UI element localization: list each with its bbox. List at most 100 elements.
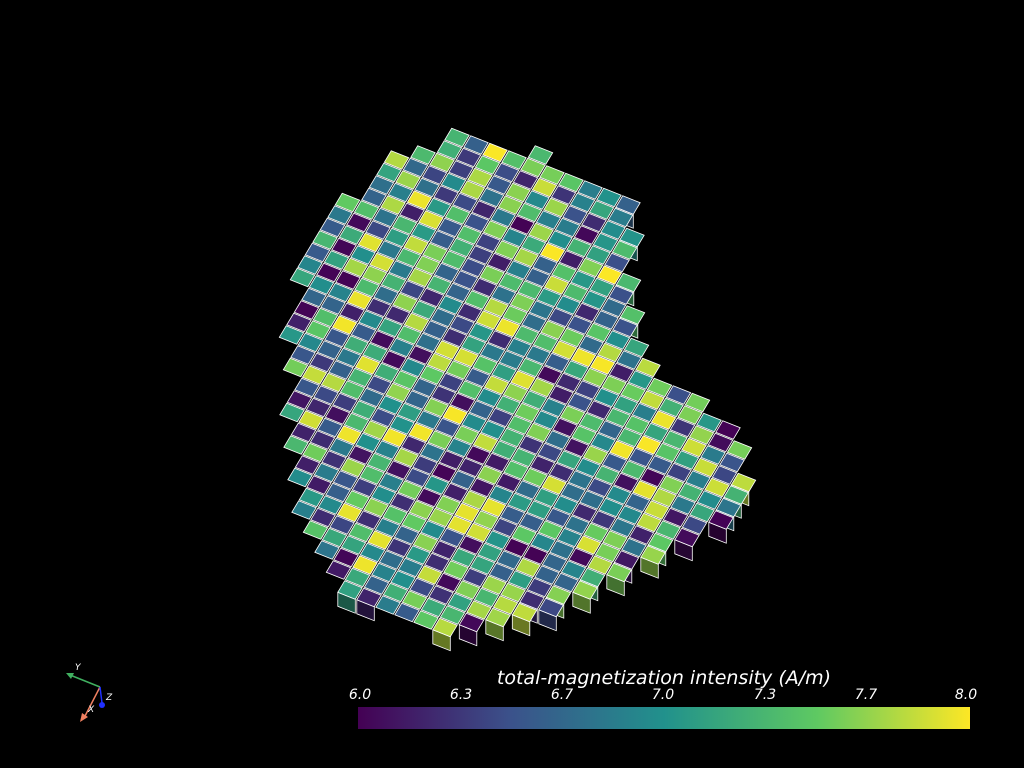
voxel-face <box>723 485 749 505</box>
voxel-face <box>387 182 414 203</box>
voxel-face <box>575 535 602 555</box>
voxel-face <box>571 502 598 523</box>
voxel-face <box>719 452 745 473</box>
voxel-face <box>577 180 603 200</box>
voxel-face <box>361 187 387 208</box>
voxel-face <box>593 387 620 408</box>
voxel-face <box>494 317 521 338</box>
voxel-face <box>574 302 600 323</box>
voxel-face <box>560 560 587 580</box>
voxel-face <box>324 405 351 425</box>
voxel-face <box>324 327 350 348</box>
voxel-face <box>430 385 457 405</box>
voxel-face <box>475 232 501 253</box>
voxel-face <box>509 215 535 235</box>
z-axis-arrowhead <box>99 702 105 708</box>
voxel-face <box>692 457 719 478</box>
voxel-face <box>536 287 562 308</box>
voxel-face <box>488 485 514 505</box>
voxel-face <box>458 612 485 633</box>
voxel-face <box>495 395 521 415</box>
voxel-face <box>286 390 313 410</box>
voxel-face <box>666 462 692 483</box>
voxel-face <box>598 497 624 518</box>
voxel-face <box>454 580 481 600</box>
voxel-face <box>399 280 426 300</box>
voxel-face <box>601 375 627 395</box>
voxel-face <box>473 587 500 608</box>
voxel-face <box>325 560 352 580</box>
voxel-face <box>585 322 612 343</box>
voxel-face <box>444 205 471 225</box>
voxel-face <box>455 147 482 168</box>
voxel-face <box>385 460 412 480</box>
voxel-face <box>467 245 494 265</box>
voxel-face <box>588 200 615 220</box>
voxel-face <box>403 235 429 255</box>
voxel-face <box>543 197 569 218</box>
voxel-face <box>526 500 552 520</box>
voxel-face <box>519 590 545 610</box>
voxel-face <box>507 570 534 590</box>
voxel-face <box>394 602 420 623</box>
voxel-face <box>548 385 574 405</box>
voxel-face <box>308 275 335 295</box>
voxel-face <box>581 290 608 310</box>
voxel-face <box>421 165 448 185</box>
voxel-face <box>463 135 489 155</box>
voxel-face <box>533 487 560 508</box>
voxel-face <box>527 145 554 165</box>
voxel-face <box>294 377 320 398</box>
voxel-face <box>422 320 449 340</box>
voxel-face <box>587 555 613 575</box>
voxel-face <box>616 350 642 370</box>
voxel-face <box>362 420 389 440</box>
voxel-face <box>429 152 455 173</box>
voxel-face <box>468 322 494 343</box>
voxel-face <box>643 422 669 443</box>
voxel-face <box>658 397 684 418</box>
voxel-face <box>333 547 359 568</box>
voxel-face <box>432 617 458 638</box>
voxel-face <box>382 582 409 603</box>
voxel-face <box>506 337 532 358</box>
voxel-face <box>525 422 552 443</box>
voxel-face <box>415 332 441 353</box>
voxel-face <box>365 220 391 240</box>
voxel-face <box>492 517 518 538</box>
voxel-face <box>448 160 474 180</box>
voxel-face <box>363 575 390 595</box>
voxel-face <box>662 507 689 528</box>
voxel-face <box>654 442 681 463</box>
voxel-face <box>469 477 495 498</box>
voxel-face <box>506 415 533 435</box>
voxel-face <box>456 302 483 323</box>
voxel-face <box>619 305 646 325</box>
voxel-face <box>604 330 631 350</box>
voxel-face <box>491 440 518 460</box>
voxel-face <box>313 462 340 483</box>
voxel-face <box>627 370 654 390</box>
voxel-face <box>464 367 491 388</box>
voxel-face <box>558 172 584 193</box>
voxel-face <box>416 565 443 585</box>
voxel-face <box>567 470 594 490</box>
voxel-face <box>356 587 382 608</box>
voxel-face <box>511 602 538 623</box>
voxel-face <box>578 335 604 355</box>
voxel-face <box>570 347 597 368</box>
voxel-face <box>605 407 631 428</box>
voxel-face <box>498 272 524 293</box>
voxel-face <box>651 487 677 508</box>
voxel-face <box>431 540 458 560</box>
voxel-face <box>401 512 427 533</box>
voxel-face <box>397 480 423 500</box>
voxel-face <box>440 172 467 193</box>
voxel-face <box>346 290 373 310</box>
voxel-face <box>458 535 484 555</box>
voxel-face <box>390 570 416 590</box>
voxel-face <box>328 360 354 380</box>
voxel-face <box>413 610 439 630</box>
